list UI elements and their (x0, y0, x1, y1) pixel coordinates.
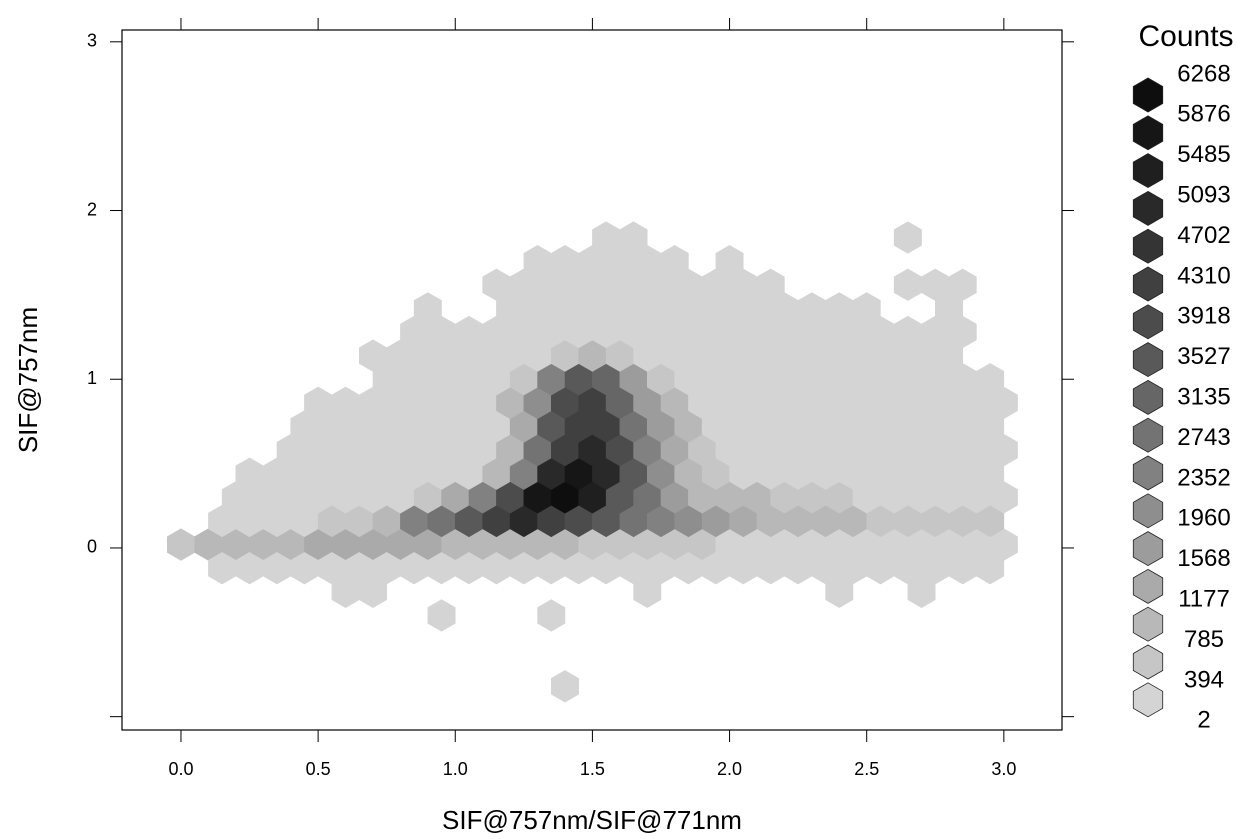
legend-label: 394 (1184, 666, 1224, 693)
legend-key (1132, 417, 1164, 453)
hexbin-cell (550, 670, 579, 703)
legend-label: 5093 (1177, 182, 1230, 209)
legend-key (1132, 190, 1164, 226)
y-tick-label: 3 (87, 31, 97, 51)
x-tick-label: 1.5 (580, 759, 605, 779)
legend-label: 2352 (1177, 464, 1230, 491)
y-tick-label: 2 (87, 199, 97, 219)
x-tick-label: 0.5 (306, 759, 331, 779)
legend-label: 3135 (1177, 384, 1230, 411)
legend-key (1132, 115, 1164, 151)
legend-key (1132, 644, 1164, 680)
x-tick-label: 0.0 (168, 759, 193, 779)
hexbin-cell (852, 292, 881, 325)
hexbin-cell (976, 363, 1005, 396)
x-axis-title: SIF@757nm/SIF@771nm (442, 805, 742, 835)
hexbin-cell (660, 244, 689, 278)
legend-key (1132, 342, 1164, 378)
hexbin-cell (633, 575, 662, 608)
hexbin-cell (756, 268, 785, 301)
hexbin-cell (166, 528, 195, 561)
legend-key (1132, 682, 1164, 718)
y-tick-label: 0 (87, 537, 97, 557)
legend-label: 1568 (1177, 545, 1230, 572)
legend-label: 3918 (1177, 303, 1230, 330)
y-axis-title: SIF@757nm (13, 307, 43, 453)
hexbin-cell (948, 268, 977, 301)
legend-label: 5485 (1177, 141, 1230, 168)
legend-label: 4310 (1177, 262, 1230, 289)
x-tick-label: 2.0 (717, 759, 742, 779)
legend-label: 5876 (1177, 101, 1230, 128)
legend-key (1132, 531, 1164, 567)
legend-label: 1960 (1177, 505, 1230, 532)
legend-label: 785 (1184, 626, 1224, 653)
hexbin-cell (715, 244, 744, 278)
legend-label: 6268 (1177, 60, 1230, 87)
hexbin-cell (893, 268, 922, 301)
legend-title: Counts (1138, 20, 1233, 53)
legend-label: 3527 (1177, 343, 1230, 370)
legend-label: 1177 (1178, 586, 1230, 613)
legend-key (1132, 493, 1164, 529)
hexbin-cell (619, 221, 648, 254)
legend-label: 2 (1197, 707, 1210, 734)
hexbin-cell (413, 292, 442, 325)
y-tick-label: 1 (87, 368, 97, 388)
hexbin-cell (976, 552, 1005, 585)
plot-area (166, 221, 1018, 703)
x-tick-label: 1.0 (443, 759, 468, 779)
legend-key (1132, 455, 1164, 491)
hexbin-cell (825, 575, 854, 608)
hexbin-cell (358, 575, 387, 608)
hexbin-cell (907, 575, 936, 608)
x-tick-label: 3.0 (991, 759, 1016, 779)
legend-key (1132, 379, 1164, 415)
legend-label: 4702 (1177, 222, 1230, 249)
legend-key (1132, 568, 1164, 604)
legend-key (1132, 228, 1164, 264)
hexbin-cell (893, 221, 922, 254)
hexbin-cell (537, 599, 566, 632)
legend-key (1132, 266, 1164, 302)
legend-key (1132, 606, 1164, 642)
x-tick-label: 2.5 (854, 759, 879, 779)
legend-label: 2743 (1177, 424, 1230, 451)
legend-key (1132, 77, 1164, 113)
legend-key (1132, 304, 1164, 340)
hexbin-cell (427, 599, 456, 632)
legend-key (1132, 153, 1164, 189)
